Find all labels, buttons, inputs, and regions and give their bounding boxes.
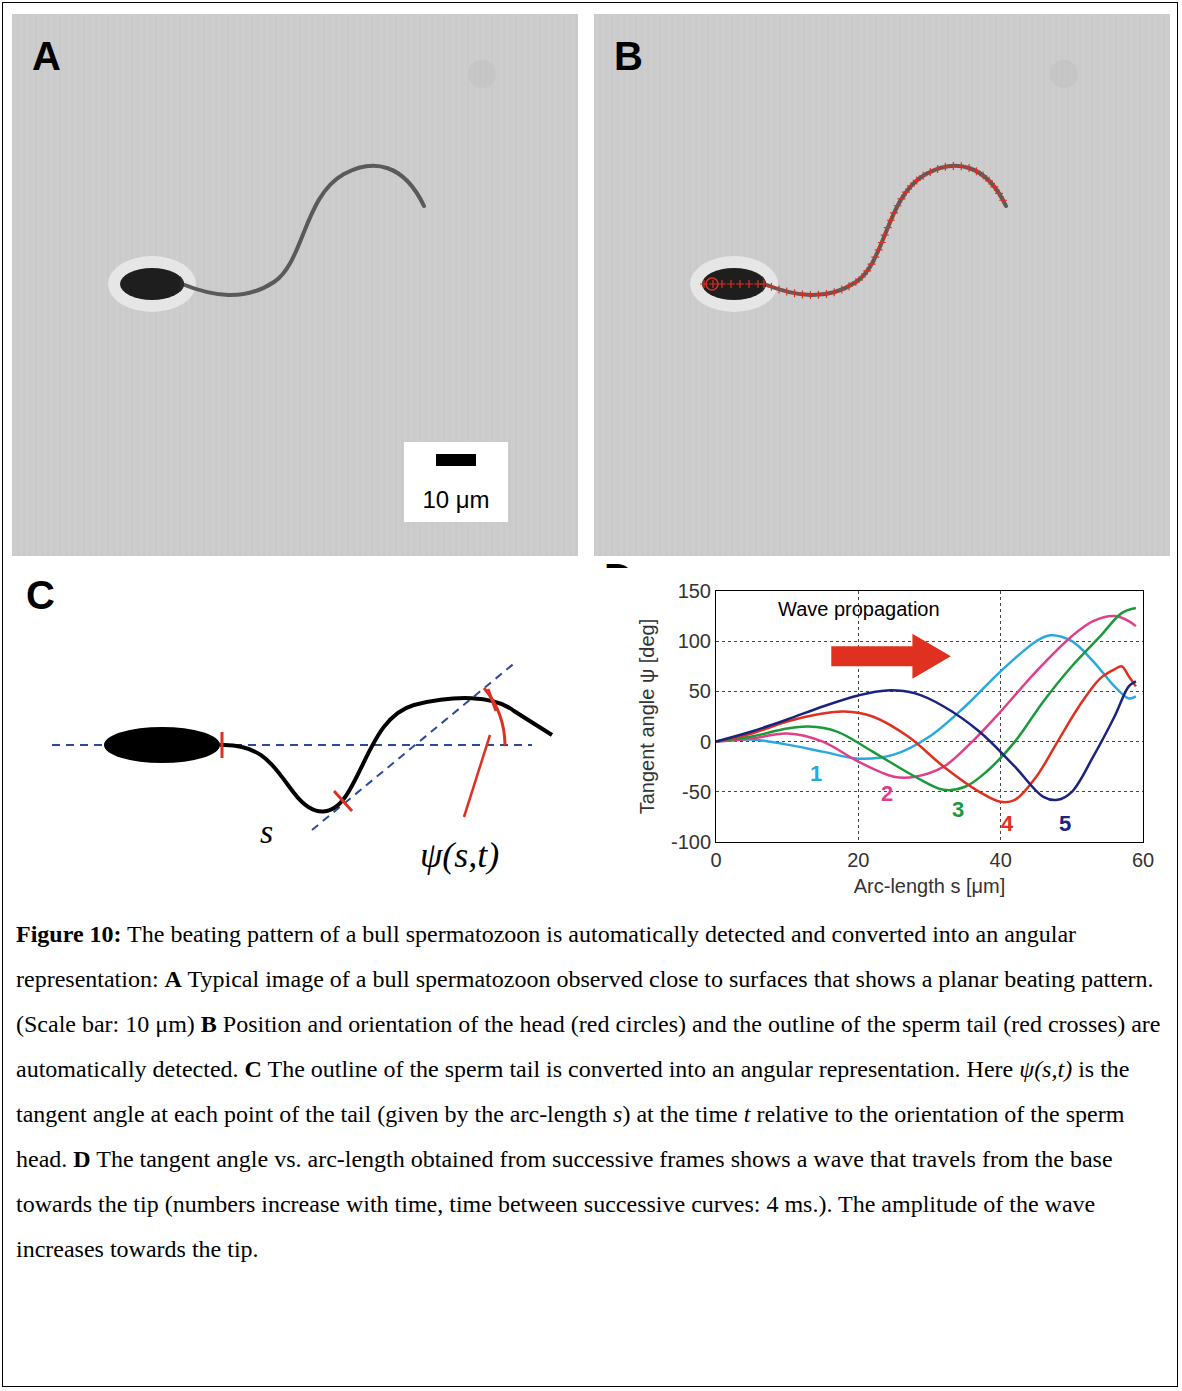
svg-text:-100: -100	[671, 831, 711, 853]
svg-text:ψ(s,t): ψ(s,t)	[420, 835, 499, 875]
svg-text:50: 50	[689, 680, 711, 702]
svg-text:B: B	[614, 34, 643, 78]
svg-text:0: 0	[700, 731, 711, 753]
svg-text:Arc-length s [μm]: Arc-length s [μm]	[854, 875, 1006, 897]
svg-text:10 μm: 10 μm	[422, 486, 489, 513]
svg-text:60: 60	[1132, 849, 1154, 871]
svg-text:4: 4	[1001, 811, 1014, 836]
svg-text:5: 5	[1059, 811, 1071, 836]
svg-text:40: 40	[990, 849, 1012, 871]
svg-text:2: 2	[881, 781, 893, 806]
svg-text:A: A	[32, 34, 61, 78]
svg-text:Wave propagation: Wave propagation	[778, 598, 940, 620]
svg-text:Tangent angle ψ [deg]: Tangent angle ψ [deg]	[636, 619, 658, 815]
svg-text:150: 150	[678, 580, 711, 602]
svg-text:3: 3	[952, 797, 964, 822]
svg-text:1: 1	[810, 761, 822, 786]
svg-text:20: 20	[847, 849, 869, 871]
svg-text:100: 100	[678, 630, 711, 652]
svg-text:C: C	[26, 573, 55, 617]
svg-text:s: s	[260, 813, 273, 850]
html-text:Figure 10: The beating pattern: Figure 10: The beating pattern of a bull…	[16, 921, 1161, 1262]
html-text:D: D	[604, 556, 633, 600]
svg-text:0: 0	[710, 849, 721, 871]
svg-text:-50: -50	[682, 781, 711, 803]
